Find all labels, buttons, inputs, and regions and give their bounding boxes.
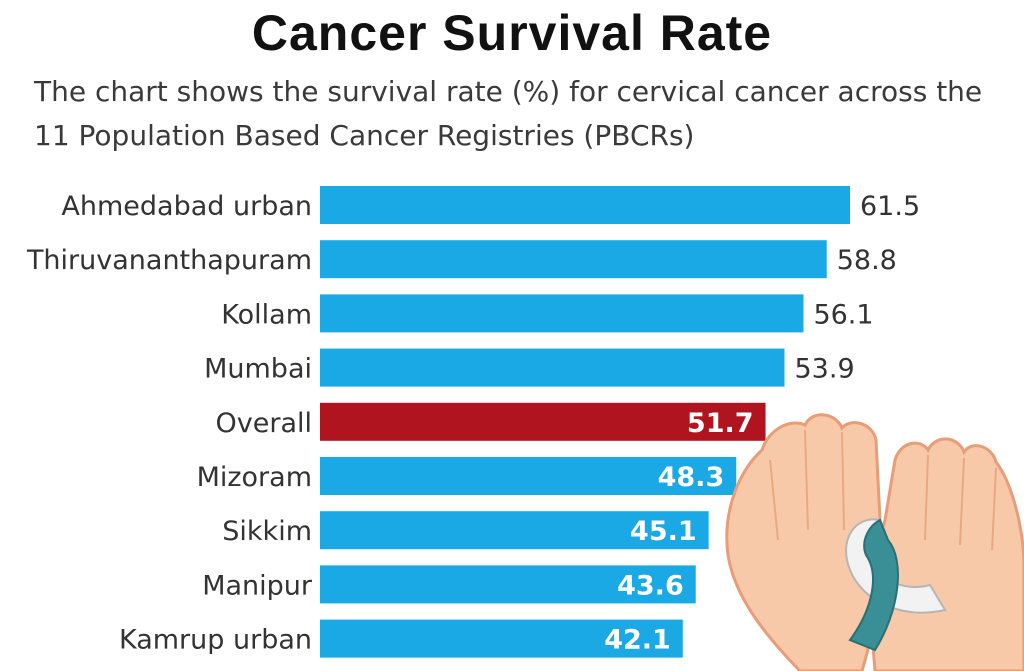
hands-ribbon-illustration: [0, 0, 1024, 671]
